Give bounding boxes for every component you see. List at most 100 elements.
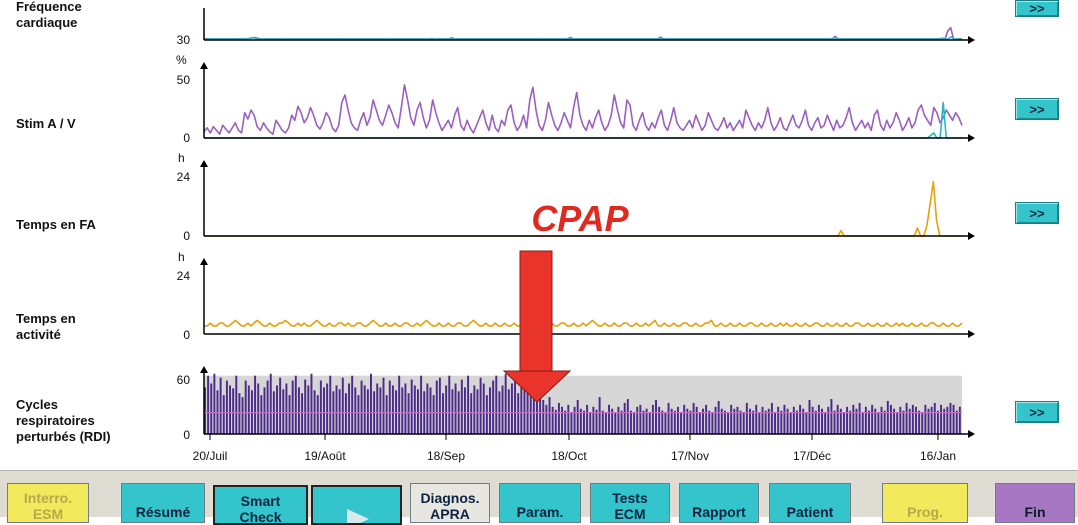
label-rdi-line1: Cycles <box>16 397 58 412</box>
rdi-bar <box>307 385 310 434</box>
rdi-bar <box>780 410 783 434</box>
rdi-bar <box>702 408 704 434</box>
rdi-bar <box>451 389 454 434</box>
rdi-bar <box>539 395 542 434</box>
tick-fa-0: 0 <box>183 229 190 243</box>
rdi-bar <box>573 406 576 434</box>
rdi-bar <box>789 412 792 434</box>
fin-button[interactable]: Fin <box>995 483 1075 523</box>
rdi-bar <box>282 389 285 434</box>
date-label: 17/Déc <box>793 449 831 463</box>
rdi-bar <box>667 402 670 434</box>
tests-ecm-button[interactable]: Tests ECM <box>590 483 670 523</box>
tick-stim-0: 0 <box>183 131 190 145</box>
rdi-bar <box>598 397 601 434</box>
rdi-bar <box>874 408 877 434</box>
expand-button-fa[interactable]: >> <box>1015 202 1059 224</box>
arrow-down-icon <box>502 250 572 403</box>
rdi-bar <box>908 408 911 434</box>
rapport-button[interactable]: Rapport <box>679 483 759 523</box>
rdi-bar <box>426 383 429 434</box>
rdi-bar <box>911 404 914 434</box>
panel-heart-rate: Fréquence cardiaque 30 <box>16 0 975 47</box>
resume-button[interactable]: Résumé <box>121 483 205 523</box>
rdi-bar <box>341 377 344 434</box>
rdi-bar <box>382 377 385 434</box>
stim-x-arrow <box>968 134 975 142</box>
rdi-bar <box>482 383 485 434</box>
rdi-bar <box>861 412 864 434</box>
rdi-bar <box>297 387 300 434</box>
rdi-bar <box>304 379 307 434</box>
rdi-bar <box>786 408 789 434</box>
rdi-bar <box>285 383 288 434</box>
activity-series-0-line <box>204 319 963 327</box>
rdi-bar <box>266 380 269 434</box>
rdi-bar <box>664 412 667 434</box>
rdi-bar <box>207 375 210 434</box>
rdi-bar <box>686 408 689 434</box>
rdi-bar <box>830 399 833 434</box>
expand-button-heart-rate[interactable]: >> <box>1015 0 1059 17</box>
expand-button-rdi[interactable]: >> <box>1015 401 1059 423</box>
rdi-bar <box>344 393 347 434</box>
rdi-bar <box>921 412 924 434</box>
rdi-bar <box>943 408 946 434</box>
rdi-bar <box>357 395 360 434</box>
param-button[interactable]: Param. <box>499 483 581 523</box>
rdi-y-arrow <box>200 366 208 373</box>
play-button[interactable] <box>311 485 402 525</box>
rdi-bar <box>294 375 297 434</box>
label-heart-rate-line2: cardiaque <box>16 15 77 30</box>
rdi-bar <box>579 408 582 434</box>
rdi-bar <box>846 406 849 434</box>
rdi-bar <box>802 408 805 434</box>
rapport-label: Rapport <box>692 504 746 520</box>
label-heart-rate-line1: Fréquence <box>16 0 82 14</box>
rdi-bar <box>570 412 573 434</box>
rdi-bar <box>213 373 216 434</box>
prog-label: Prog. <box>907 504 943 520</box>
rdi-bar <box>952 404 955 434</box>
rdi-bar <box>730 404 733 434</box>
label-rdi-line2: respiratoires <box>16 413 95 428</box>
rdi-bar <box>614 412 617 434</box>
rdi-bar <box>235 375 238 434</box>
prog-button[interactable]: Prog. <box>882 483 968 523</box>
rdi-bar <box>232 388 235 434</box>
rdi-bar <box>849 410 852 434</box>
rdi-bar <box>532 385 535 434</box>
rdi-bar <box>752 410 755 434</box>
rdi-bar <box>592 406 595 434</box>
rdi-bar <box>698 412 701 434</box>
rdi-bar <box>542 400 545 434</box>
interro-esm-button[interactable]: Interro. ESM <box>7 483 89 523</box>
rdi-bar <box>204 387 206 434</box>
rdi-bar <box>401 387 404 434</box>
rdi-bar <box>902 410 905 434</box>
rdi-bar <box>946 406 949 434</box>
rdi-bar <box>658 406 661 434</box>
diagnos-apra-button[interactable]: Diagnos. APRA <box>410 483 490 523</box>
rdi-bar <box>301 393 304 434</box>
tick-activity-0: 0 <box>183 328 190 342</box>
patient-button[interactable]: Patient <box>769 483 851 523</box>
rdi-bar <box>335 385 338 434</box>
rdi-bar <box>329 375 332 434</box>
tick-activity-24: 24 <box>177 269 191 283</box>
rdi-bar <box>783 404 786 434</box>
rdi-bar <box>263 387 266 434</box>
interro-label-line2: ESM <box>32 506 64 522</box>
rdi-bar <box>310 373 313 434</box>
rdi-bar <box>448 375 451 434</box>
expand-button-stim[interactable]: >> <box>1015 98 1059 120</box>
rdi-bar <box>517 393 520 434</box>
rdi-bar <box>520 387 523 434</box>
smart-check-button[interactable]: Smart Check <box>213 485 308 525</box>
rdi-bar <box>880 406 883 434</box>
rdi-bar <box>354 387 357 434</box>
rdi-bar <box>883 410 886 434</box>
rdi-bar <box>824 412 827 434</box>
rdi-bar <box>244 380 247 434</box>
heart-series-0-line <box>204 26 962 40</box>
